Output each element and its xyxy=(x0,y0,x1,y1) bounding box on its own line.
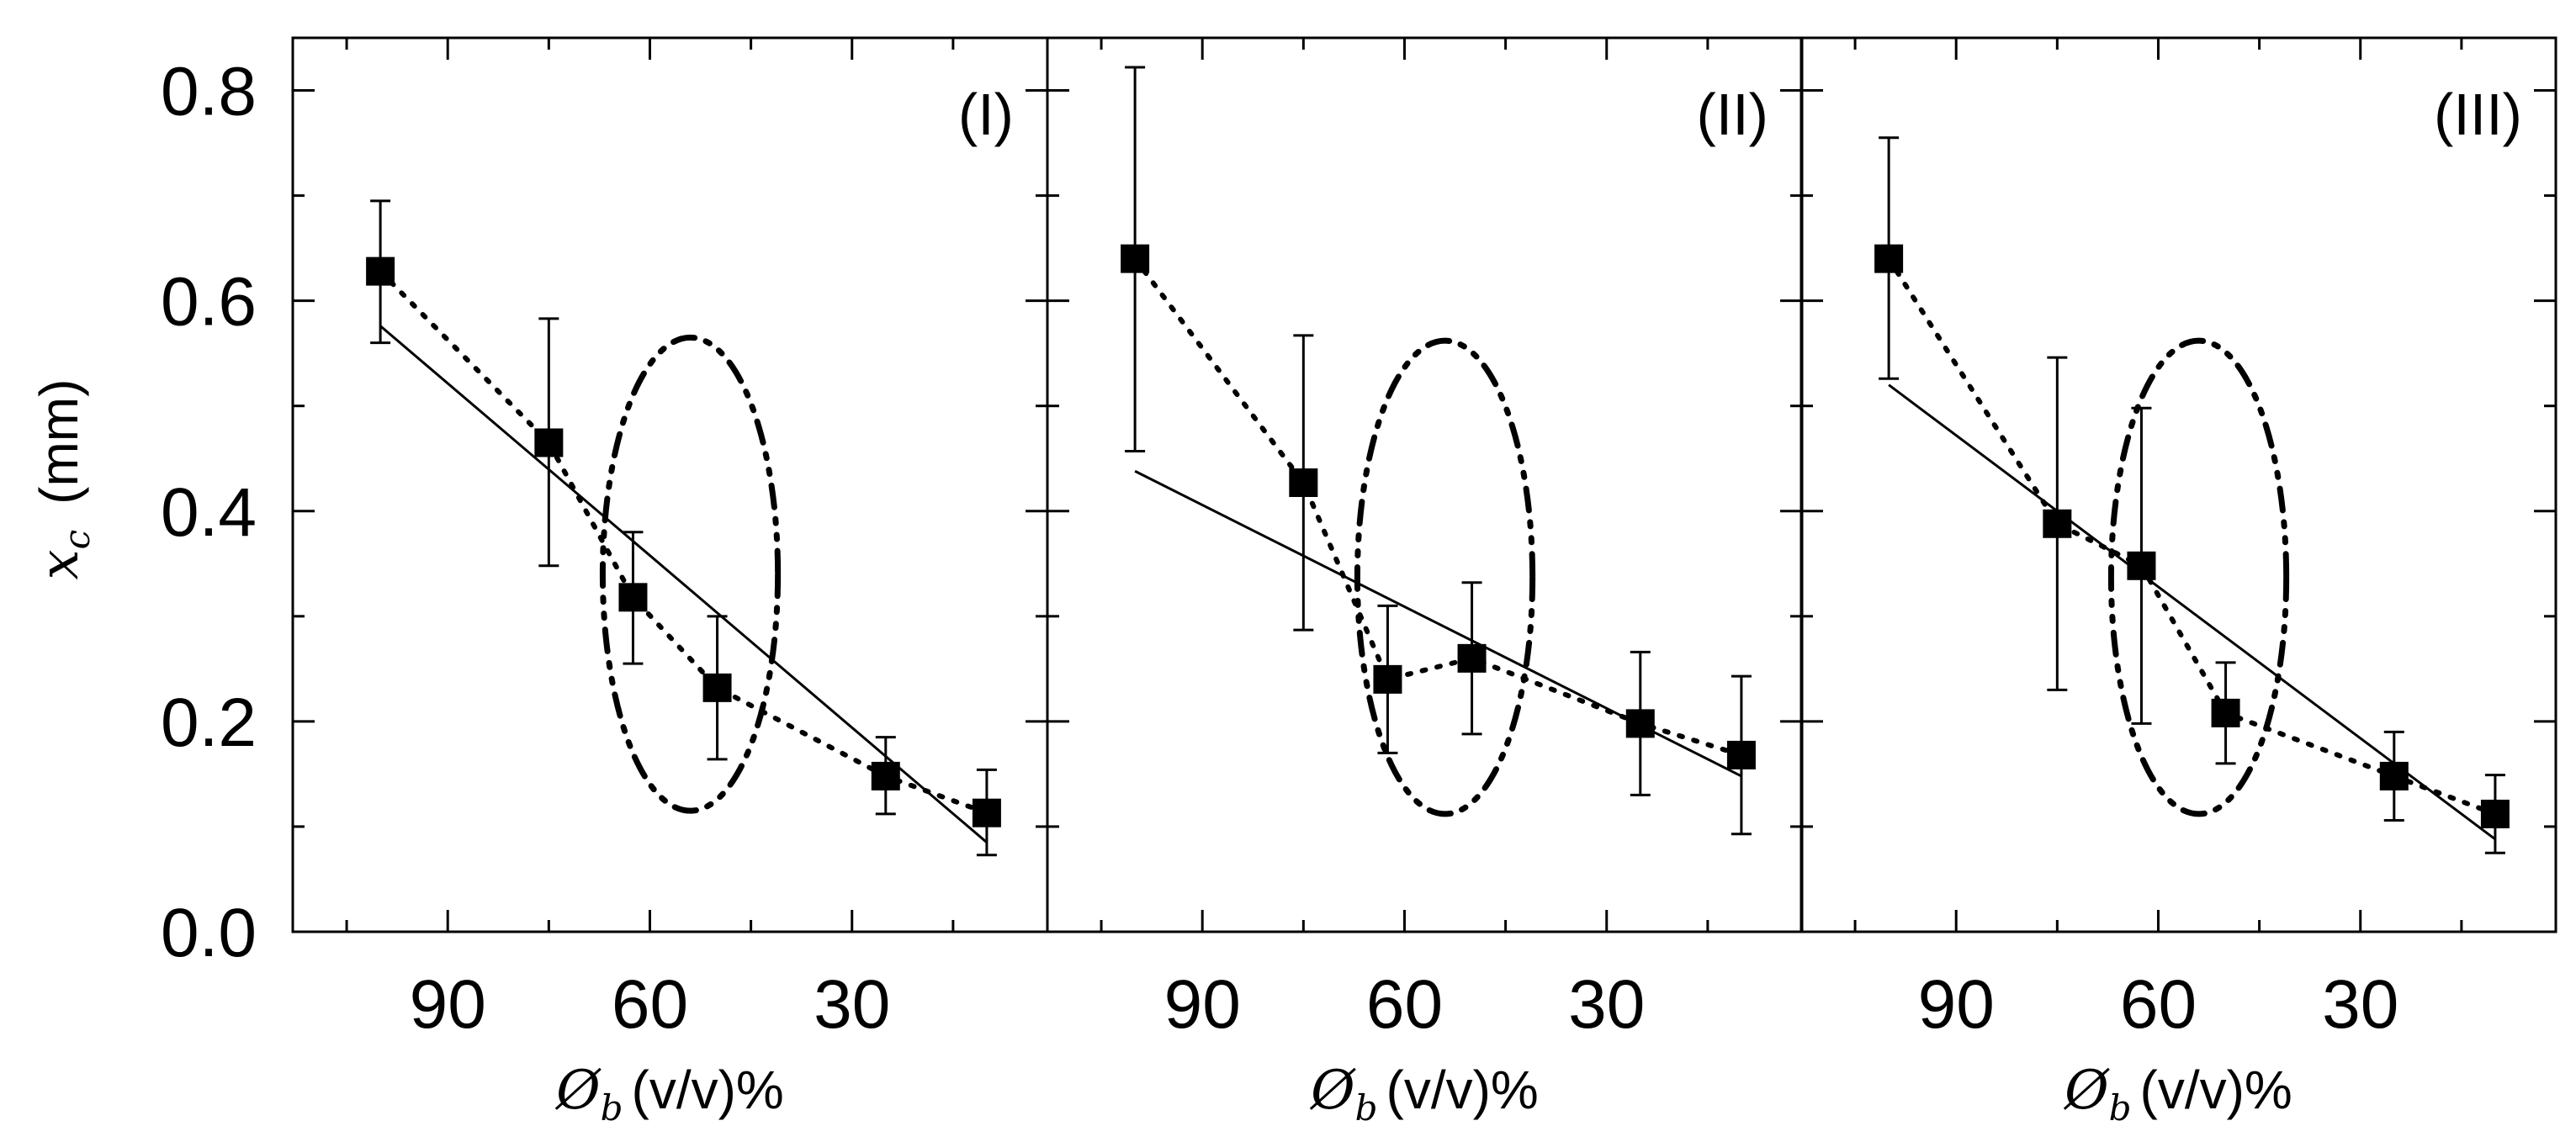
dotted-trend-line xyxy=(1886,256,2498,817)
highlight-ellipse xyxy=(1354,337,1536,817)
y-tick-label: 0.4 xyxy=(161,474,257,551)
data-point xyxy=(2480,799,2510,828)
panel-label: (III) xyxy=(2434,82,2522,147)
data-point xyxy=(2211,698,2240,727)
y-axis-title: xc (mm) xyxy=(29,379,98,580)
data-point xyxy=(1625,709,1655,738)
x-tick-label: 60 xyxy=(612,966,688,1043)
panel-3: 90 60 30 Øb (v/v)% (III) xyxy=(1799,36,2557,1129)
x-tick-label: 60 xyxy=(1366,966,1443,1043)
x-tick-label: 90 xyxy=(410,966,486,1043)
x-tick-label: 30 xyxy=(1568,966,1645,1043)
data-point xyxy=(2379,761,2409,790)
x-axis-symbol: Ø xyxy=(2063,1060,2110,1122)
data-point xyxy=(366,256,395,286)
data-point xyxy=(1373,664,1402,694)
svg-text:xc(mm): xc (mm) xyxy=(29,379,98,580)
data-point xyxy=(1726,740,1756,769)
x-axis-unit: (v/v)% xyxy=(1386,1060,1539,1120)
y-tick-label: 0.8 xyxy=(161,54,257,130)
data-point xyxy=(1874,244,1904,273)
data-point xyxy=(2127,551,2156,580)
data-point xyxy=(534,428,564,457)
x-tick-label: 30 xyxy=(814,966,890,1043)
x-axis-subscript: b xyxy=(601,1087,623,1129)
highlight-ellipse xyxy=(599,334,782,814)
x-tick-label: 90 xyxy=(1918,966,1995,1043)
panel-frame xyxy=(1799,36,2557,933)
chart-layer: 90 60 300.00.20.40.60.8Øb (v/v)%(I)90 60 30Øb… xyxy=(161,36,2557,1129)
dotted-trend-line xyxy=(1132,256,1744,758)
x-axis-subscript: b xyxy=(1355,1087,1378,1129)
x-axis-unit: (v/v)% xyxy=(2140,1060,2292,1120)
data-point xyxy=(2043,509,2072,538)
panel-2: 90 60 30 Øb (v/v)% (II) xyxy=(1046,36,1804,1129)
x-axis-title: Øb (v/v)% xyxy=(2063,1060,2292,1129)
x-axis-subscript: b xyxy=(2109,1087,2132,1129)
data-point xyxy=(1289,468,1318,497)
data-point xyxy=(871,761,900,790)
data-point xyxy=(1457,643,1487,673)
data-point xyxy=(618,583,648,612)
panel-label: (I) xyxy=(958,82,1014,147)
x-axis-title: Øb (v/v)% xyxy=(554,1060,784,1129)
x-axis-unit: (v/v)% xyxy=(632,1060,784,1120)
x-axis-title: Øb (v/v)% xyxy=(1309,1060,1539,1129)
y-tick-label: 0.2 xyxy=(161,685,257,761)
x-tick-label: 30 xyxy=(2322,966,2398,1043)
data-point xyxy=(702,673,732,702)
y-axis-subscript: c xyxy=(56,530,98,550)
x-tick-label: 60 xyxy=(2120,966,2197,1043)
y-axis-symbol: x xyxy=(29,549,91,579)
x-axis-symbol: Ø xyxy=(554,1060,602,1122)
x-tick-label: 90 xyxy=(1164,966,1241,1043)
dotted-trend-line xyxy=(378,268,989,816)
y-tick-label: 0.0 xyxy=(161,895,257,971)
panel-label: (II) xyxy=(1696,82,1768,147)
data-point xyxy=(972,798,1001,827)
y-axis-unit: (mm) xyxy=(29,379,89,505)
data-point xyxy=(1121,244,1150,273)
x-axis-symbol: Ø xyxy=(1309,1060,1356,1122)
highlight-ellipse xyxy=(2107,337,2290,817)
y-tick-label: 0.6 xyxy=(161,264,257,341)
panel-1: 90 60 30 0.0 0.2 0.4 0.6 0.8 Øb (v/v)% (I) xyxy=(161,36,1049,1129)
